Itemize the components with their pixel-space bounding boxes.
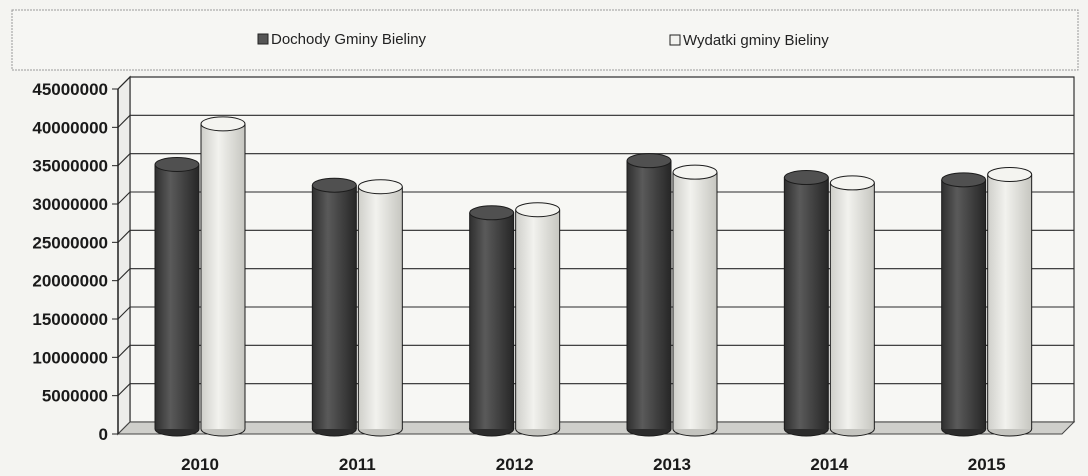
bar-dochody bbox=[469, 205, 515, 437]
bar-dochody bbox=[941, 172, 987, 437]
legend-box bbox=[11, 9, 1079, 71]
y-tick-label: 5000000 bbox=[42, 387, 108, 406]
gridline bbox=[117, 114, 1074, 128]
y-tick-label: 45000000 bbox=[32, 80, 108, 99]
x-tick-label: 2010 bbox=[181, 455, 219, 474]
y-tick-label: 10000000 bbox=[32, 348, 108, 367]
plot-area bbox=[112, 75, 1076, 436]
x-axis: 2010 2011 2012 2013 2014 2015 bbox=[181, 455, 1005, 474]
x-tick-label: 2014 bbox=[810, 455, 848, 474]
gridline bbox=[117, 383, 1074, 397]
y-tick-label: 0 bbox=[99, 425, 108, 444]
y-tick-label: 20000000 bbox=[32, 272, 108, 291]
x-tick-label: 2015 bbox=[968, 455, 1006, 474]
y-tick-label: 40000000 bbox=[32, 118, 108, 137]
bar-wydatki bbox=[987, 166, 1033, 437]
y-tick-label: 15000000 bbox=[32, 310, 108, 329]
legend-label-dochody: Dochody Gminy Bieliny bbox=[271, 31, 427, 48]
gridline bbox=[117, 306, 1074, 320]
y-tick-label: 35000000 bbox=[32, 157, 108, 176]
bar-wydatki bbox=[515, 202, 561, 437]
y-tick-label: 25000000 bbox=[32, 233, 108, 252]
gridline bbox=[117, 268, 1074, 282]
bar-wydatki bbox=[829, 175, 875, 437]
gridline bbox=[117, 344, 1074, 358]
x-tick-label: 2013 bbox=[653, 455, 691, 474]
bar-dochody bbox=[626, 153, 672, 437]
gridline bbox=[117, 76, 1074, 90]
legend-item-wydatki: Wydatki gminy Bieliny bbox=[669, 32, 829, 49]
bar-dochody bbox=[154, 157, 200, 437]
side-wall bbox=[117, 75, 131, 436]
bar-dochody bbox=[311, 177, 357, 437]
bar-wydatki bbox=[200, 116, 246, 437]
gridline bbox=[117, 191, 1074, 205]
bar-wydatki bbox=[357, 179, 403, 437]
y-tick-label: 30000000 bbox=[32, 195, 108, 214]
floor bbox=[116, 421, 1076, 435]
legend-label-wydatki: Wydatki gminy Bieliny bbox=[683, 32, 829, 49]
y-axis: 45000000 40000000 35000000 30000000 25000000… bbox=[32, 80, 108, 444]
bars bbox=[154, 116, 1033, 437]
legend-item-dochody: Dochody Gminy Bieliny bbox=[257, 31, 427, 48]
gridline bbox=[117, 229, 1074, 243]
gridline bbox=[117, 153, 1074, 167]
back-wall bbox=[129, 76, 1075, 423]
bar-dochody bbox=[783, 170, 829, 437]
legend-swatch-dochody bbox=[257, 33, 269, 45]
x-tick-label: 2011 bbox=[339, 455, 376, 474]
bar-wydatki bbox=[672, 164, 718, 437]
legend-swatch-wydatki bbox=[669, 34, 681, 46]
x-tick-label: 2012 bbox=[496, 455, 534, 474]
